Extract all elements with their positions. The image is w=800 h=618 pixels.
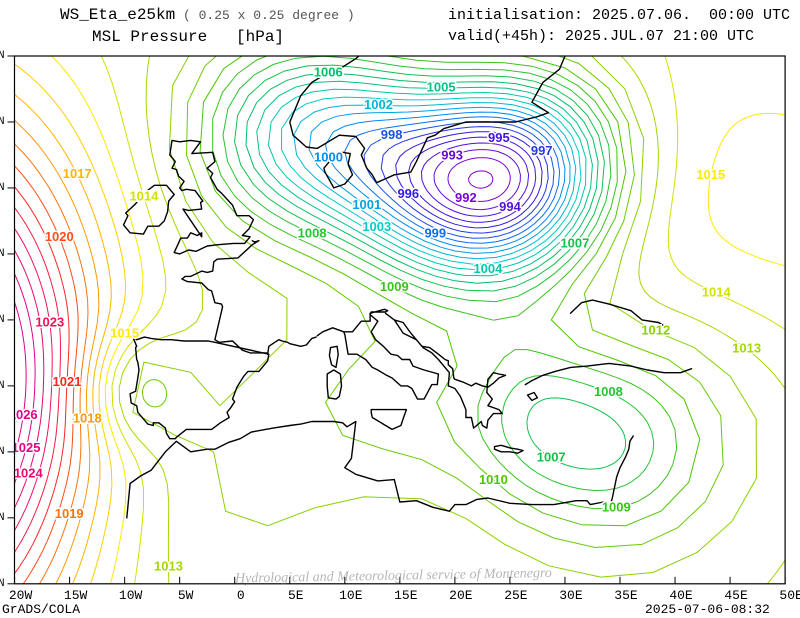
svg-text:1008: 1008 xyxy=(298,226,327,241)
svg-text:1007: 1007 xyxy=(560,235,589,250)
svg-text:1018: 1018 xyxy=(73,410,102,425)
svg-text:1019: 1019 xyxy=(55,506,84,521)
svg-text:992: 992 xyxy=(455,190,477,205)
svg-text:1000: 1000 xyxy=(314,150,343,165)
svg-text:1012: 1012 xyxy=(641,323,670,338)
svg-text:1015: 1015 xyxy=(696,167,725,182)
svg-text:1021: 1021 xyxy=(53,374,82,389)
svg-text:1004: 1004 xyxy=(473,261,503,276)
svg-text:999: 999 xyxy=(424,226,446,241)
svg-text:995: 995 xyxy=(488,130,510,145)
svg-text:1015: 1015 xyxy=(110,325,139,340)
svg-text:1008: 1008 xyxy=(594,384,623,399)
svg-text:1006: 1006 xyxy=(314,65,343,80)
svg-text:1024: 1024 xyxy=(14,466,44,481)
svg-text:1010: 1010 xyxy=(479,472,508,487)
svg-text:1026: 1026 xyxy=(9,407,38,422)
svg-text:994: 994 xyxy=(499,199,521,214)
svg-text:1013: 1013 xyxy=(154,559,183,574)
svg-text:1023: 1023 xyxy=(35,315,64,330)
svg-text:1002: 1002 xyxy=(364,97,393,112)
svg-text:1005: 1005 xyxy=(427,80,456,95)
svg-text:993: 993 xyxy=(441,147,463,162)
svg-text:1007: 1007 xyxy=(537,450,566,465)
svg-text:1014: 1014 xyxy=(129,189,159,204)
svg-text:1009: 1009 xyxy=(380,279,409,294)
svg-text:1014: 1014 xyxy=(702,285,732,300)
svg-text:998: 998 xyxy=(381,127,403,142)
svg-text:1025: 1025 xyxy=(12,440,41,455)
svg-text:997: 997 xyxy=(531,143,553,158)
svg-text:1001: 1001 xyxy=(352,197,381,212)
svg-text:1017: 1017 xyxy=(63,166,92,181)
svg-text:1020: 1020 xyxy=(45,229,74,244)
svg-text:1009: 1009 xyxy=(602,499,631,514)
svg-text:1013: 1013 xyxy=(732,340,761,355)
svg-text:996: 996 xyxy=(397,186,419,201)
svg-text:1003: 1003 xyxy=(362,219,391,234)
